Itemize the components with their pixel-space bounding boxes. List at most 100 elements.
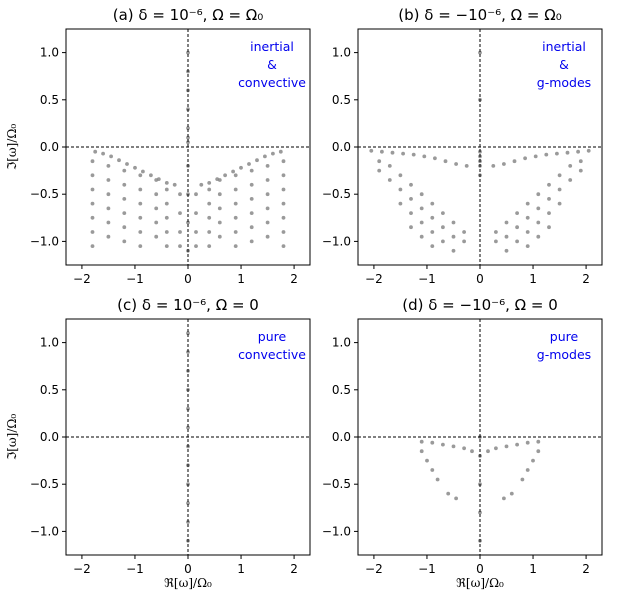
data-point — [249, 239, 254, 244]
data-point — [106, 192, 111, 197]
data-point — [249, 197, 254, 201]
y-tick-label: −1.0 — [30, 234, 59, 248]
x-tick-label: 1 — [237, 562, 245, 576]
data-point — [377, 168, 382, 173]
x-axis-label: ℜ[ω]/Ω₀ — [456, 576, 504, 590]
data-point — [398, 201, 403, 206]
data-point — [536, 206, 541, 211]
data-point — [504, 444, 509, 449]
data-point — [425, 458, 429, 463]
data-point — [194, 192, 198, 197]
data-point — [525, 468, 530, 472]
data-point — [557, 187, 562, 192]
data-point — [90, 215, 95, 220]
y-tick-label: −0.5 — [322, 187, 351, 201]
data-point — [138, 201, 143, 206]
x-tick-label: 1 — [237, 272, 245, 286]
data-point — [464, 164, 469, 168]
y-tick-label: −0.5 — [30, 477, 59, 491]
annotation-line: pure — [258, 329, 287, 344]
data-point — [101, 151, 105, 156]
scatter-points — [186, 331, 190, 543]
data-point — [430, 244, 435, 249]
data-point — [525, 201, 530, 206]
data-point — [586, 148, 591, 153]
y-tick-label: 0.0 — [40, 140, 59, 154]
data-point — [557, 201, 562, 206]
data-point — [149, 173, 153, 178]
y-tick-label: 1.0 — [332, 46, 351, 60]
data-point — [565, 150, 570, 155]
data-point — [451, 444, 456, 449]
x-tick-label: −2 — [73, 562, 91, 576]
data-point — [93, 149, 98, 154]
x-axis-label: ℜ[ω]/Ω₀ — [164, 576, 212, 590]
data-point — [515, 225, 519, 230]
data-point — [178, 230, 182, 234]
data-point — [515, 442, 519, 447]
x-tick-label: −2 — [73, 272, 91, 286]
data-point — [422, 154, 427, 159]
data-point — [536, 439, 541, 444]
y-tick-label: 0.5 — [40, 93, 59, 107]
data-point — [207, 230, 212, 234]
data-point — [106, 220, 111, 225]
data-point — [122, 225, 127, 230]
data-point — [409, 197, 413, 201]
data-point — [207, 187, 212, 192]
data-point — [443, 159, 448, 164]
data-point — [194, 244, 198, 249]
data-point — [106, 164, 111, 168]
y-tick-label: 0.5 — [40, 383, 59, 397]
y-tick-label: −1.0 — [322, 524, 351, 538]
data-point — [491, 164, 496, 168]
scatter-points — [419, 435, 541, 543]
data-point — [133, 165, 137, 170]
data-point — [433, 156, 437, 161]
data-point — [441, 442, 445, 447]
x-tick-label: 0 — [476, 272, 484, 286]
data-point — [494, 446, 498, 451]
data-point — [557, 173, 562, 178]
data-point — [217, 220, 222, 225]
y-axis-label: ℑ[ω]/Ω₀ — [5, 414, 19, 461]
y-tick-label: 0.0 — [40, 430, 59, 444]
data-point — [568, 164, 573, 168]
y-tick-label: 1.0 — [40, 46, 59, 60]
chart-panel-0: −2 −1 0 1 2 1.0 0.5 0.0 −0.5 −1.0 (a) δ = 10⁻⁶, Ω … — [5, 6, 311, 286]
data-point — [281, 201, 286, 206]
data-point — [138, 244, 143, 249]
data-point — [441, 239, 445, 244]
data-point — [525, 215, 530, 220]
data-point — [520, 477, 525, 482]
data-point — [122, 168, 127, 173]
data-point — [90, 187, 95, 192]
chart-title: (b) δ = −10⁻⁶, Ω = Ω₀ — [398, 6, 561, 24]
data-point — [178, 244, 182, 249]
data-point — [430, 440, 435, 445]
data-point — [547, 225, 551, 230]
data-point — [462, 446, 466, 451]
data-point — [525, 440, 530, 445]
data-point — [172, 182, 177, 187]
annotation-line: inertial — [250, 39, 294, 54]
y-tick-label: 0.5 — [332, 93, 351, 107]
data-point — [122, 182, 127, 187]
data-point — [419, 439, 424, 444]
annotation-line: g-modes — [537, 347, 591, 362]
annotation-line: convective — [238, 75, 306, 90]
data-point — [90, 159, 95, 164]
data-point — [90, 201, 95, 206]
data-point — [430, 468, 435, 472]
data-point — [446, 491, 451, 496]
annotation-line: & — [559, 57, 569, 72]
data-point — [419, 234, 424, 239]
data-point — [281, 159, 286, 164]
data-point — [154, 192, 159, 197]
y-tick-label: −1.0 — [322, 234, 351, 248]
data-point — [271, 151, 275, 156]
data-point — [454, 496, 458, 501]
data-point — [186, 140, 190, 145]
data-point — [122, 239, 127, 244]
data-point — [419, 449, 424, 454]
